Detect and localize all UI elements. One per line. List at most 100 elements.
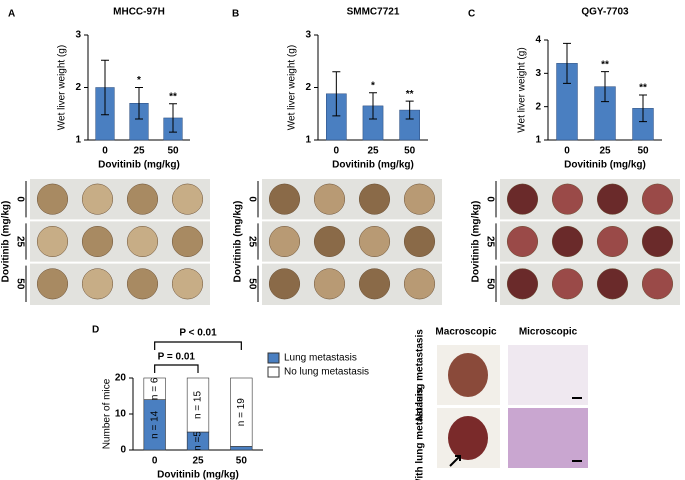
axis-label: Dovitinib (mg/kg) [471, 201, 482, 283]
liver-photo [596, 226, 629, 257]
liver-photo [641, 183, 674, 215]
significance: ** [601, 59, 609, 70]
axis-label: Dovitinib (mg/kg) [233, 201, 244, 283]
x-tick-label: 50 [167, 146, 179, 157]
scale-bar [572, 460, 582, 462]
liver-photo [36, 268, 69, 300]
liver-photo [268, 183, 301, 215]
error-bar [563, 42, 571, 84]
liver-photo [551, 268, 584, 300]
chart-title: SMMC7721 [347, 7, 400, 18]
row-label: 25 [14, 236, 25, 248]
column-label: Macroscopic [435, 327, 497, 338]
significance: * [371, 80, 375, 91]
y-tick-label: 2 [75, 82, 81, 93]
liver-photo [403, 226, 436, 257]
y-tick-label: 1 [305, 135, 311, 146]
panel-letter: A [8, 9, 15, 20]
significance-bracket [154, 341, 242, 350]
y-tick-label: 10 [115, 409, 127, 420]
liver-photo [506, 226, 539, 257]
liver-photo [313, 268, 346, 300]
x-tick-label: 0 [334, 146, 340, 157]
liver-photo [126, 183, 159, 215]
x-axis-label: Dovitinib (mg/kg) [564, 160, 646, 171]
x-tick-label: 0 [152, 456, 158, 467]
micro-photo [508, 345, 588, 405]
liver-photo [171, 268, 204, 300]
error-bar [169, 103, 177, 133]
liver-photo [596, 268, 629, 300]
liver-photo [81, 268, 114, 300]
value-label: n = 15 [193, 391, 204, 420]
lung-photo [448, 416, 488, 460]
x-tick-label: 0 [102, 146, 108, 157]
axis-label: Dovitinib (mg/kg) [1, 201, 12, 283]
micro-photo [508, 408, 588, 468]
error-bar [135, 87, 143, 120]
liver-photo [641, 268, 674, 300]
y-tick-label: 20 [115, 373, 127, 384]
x-axis-label: Dovitinib (mg/kg) [332, 160, 414, 171]
row-label: With lung metastasis [415, 388, 426, 480]
value-label: n = 19 [236, 398, 247, 427]
scale-bar [572, 397, 582, 399]
row-label: 50 [246, 278, 257, 290]
significance: ** [169, 91, 177, 102]
legend-label: Lung metastasis [284, 353, 357, 364]
liver-photo [641, 226, 674, 257]
liver-photo [36, 226, 69, 257]
x-tick-label: 50 [236, 456, 248, 467]
chart-title: MHCC-97H [113, 7, 165, 18]
chart-title: QGY-7703 [581, 7, 629, 18]
liver-photo [551, 183, 584, 215]
value-label: n = 6 [149, 377, 160, 400]
annotation: P = 0.01 [158, 352, 196, 363]
y-tick-label: 2 [305, 82, 311, 93]
y-tick-label: 0 [120, 445, 126, 456]
liver-photo [551, 226, 584, 257]
liver-photo [268, 268, 301, 300]
legend-swatch [267, 352, 280, 364]
y-axis-label: Wet liver weight (g) [57, 45, 68, 130]
row-label: 50 [14, 278, 25, 290]
significance-bracket [154, 364, 199, 373]
x-tick-label: 0 [564, 146, 570, 157]
row-label: No lung metastasis [415, 329, 426, 421]
value-label: n = 14 [149, 410, 160, 439]
x-axis-label: Dovitinib (mg/kg) [98, 160, 180, 171]
column-label: Microscopic [519, 327, 578, 338]
y-tick-label: 1 [75, 135, 81, 146]
liver-photo [36, 183, 69, 215]
liver-photo [358, 268, 391, 300]
bar-segment [230, 446, 253, 451]
x-tick-label: 25 [599, 146, 611, 157]
liver-photo [403, 268, 436, 300]
error-bar [332, 71, 341, 117]
lung-photo [448, 353, 488, 397]
legend-label: No lung metastasis [284, 367, 369, 378]
annotation: P < 0.01 [179, 328, 217, 339]
bar-segment [230, 377, 253, 447]
error-bar [601, 71, 609, 103]
x-tick-label: 50 [404, 146, 416, 157]
y-axis-label: Wet liver weight (g) [517, 47, 528, 132]
liver-photo [358, 183, 391, 215]
row-label: 0 [484, 196, 495, 202]
x-tick-label: 25 [133, 146, 145, 157]
y-tick-label: 3 [535, 68, 541, 79]
row-label: 50 [484, 278, 495, 290]
liver-photo [313, 226, 346, 257]
significance: ** [406, 89, 414, 100]
significance: ** [639, 83, 647, 94]
significance: * [137, 75, 141, 86]
error-bar [101, 59, 109, 116]
error-bar [639, 94, 647, 123]
liver-photo [171, 183, 204, 215]
bar-segment [143, 377, 166, 400]
x-tick-label: 25 [192, 456, 204, 467]
liver-photo [126, 226, 159, 257]
panel-letter: C [468, 9, 475, 20]
liver-photo [81, 226, 114, 257]
